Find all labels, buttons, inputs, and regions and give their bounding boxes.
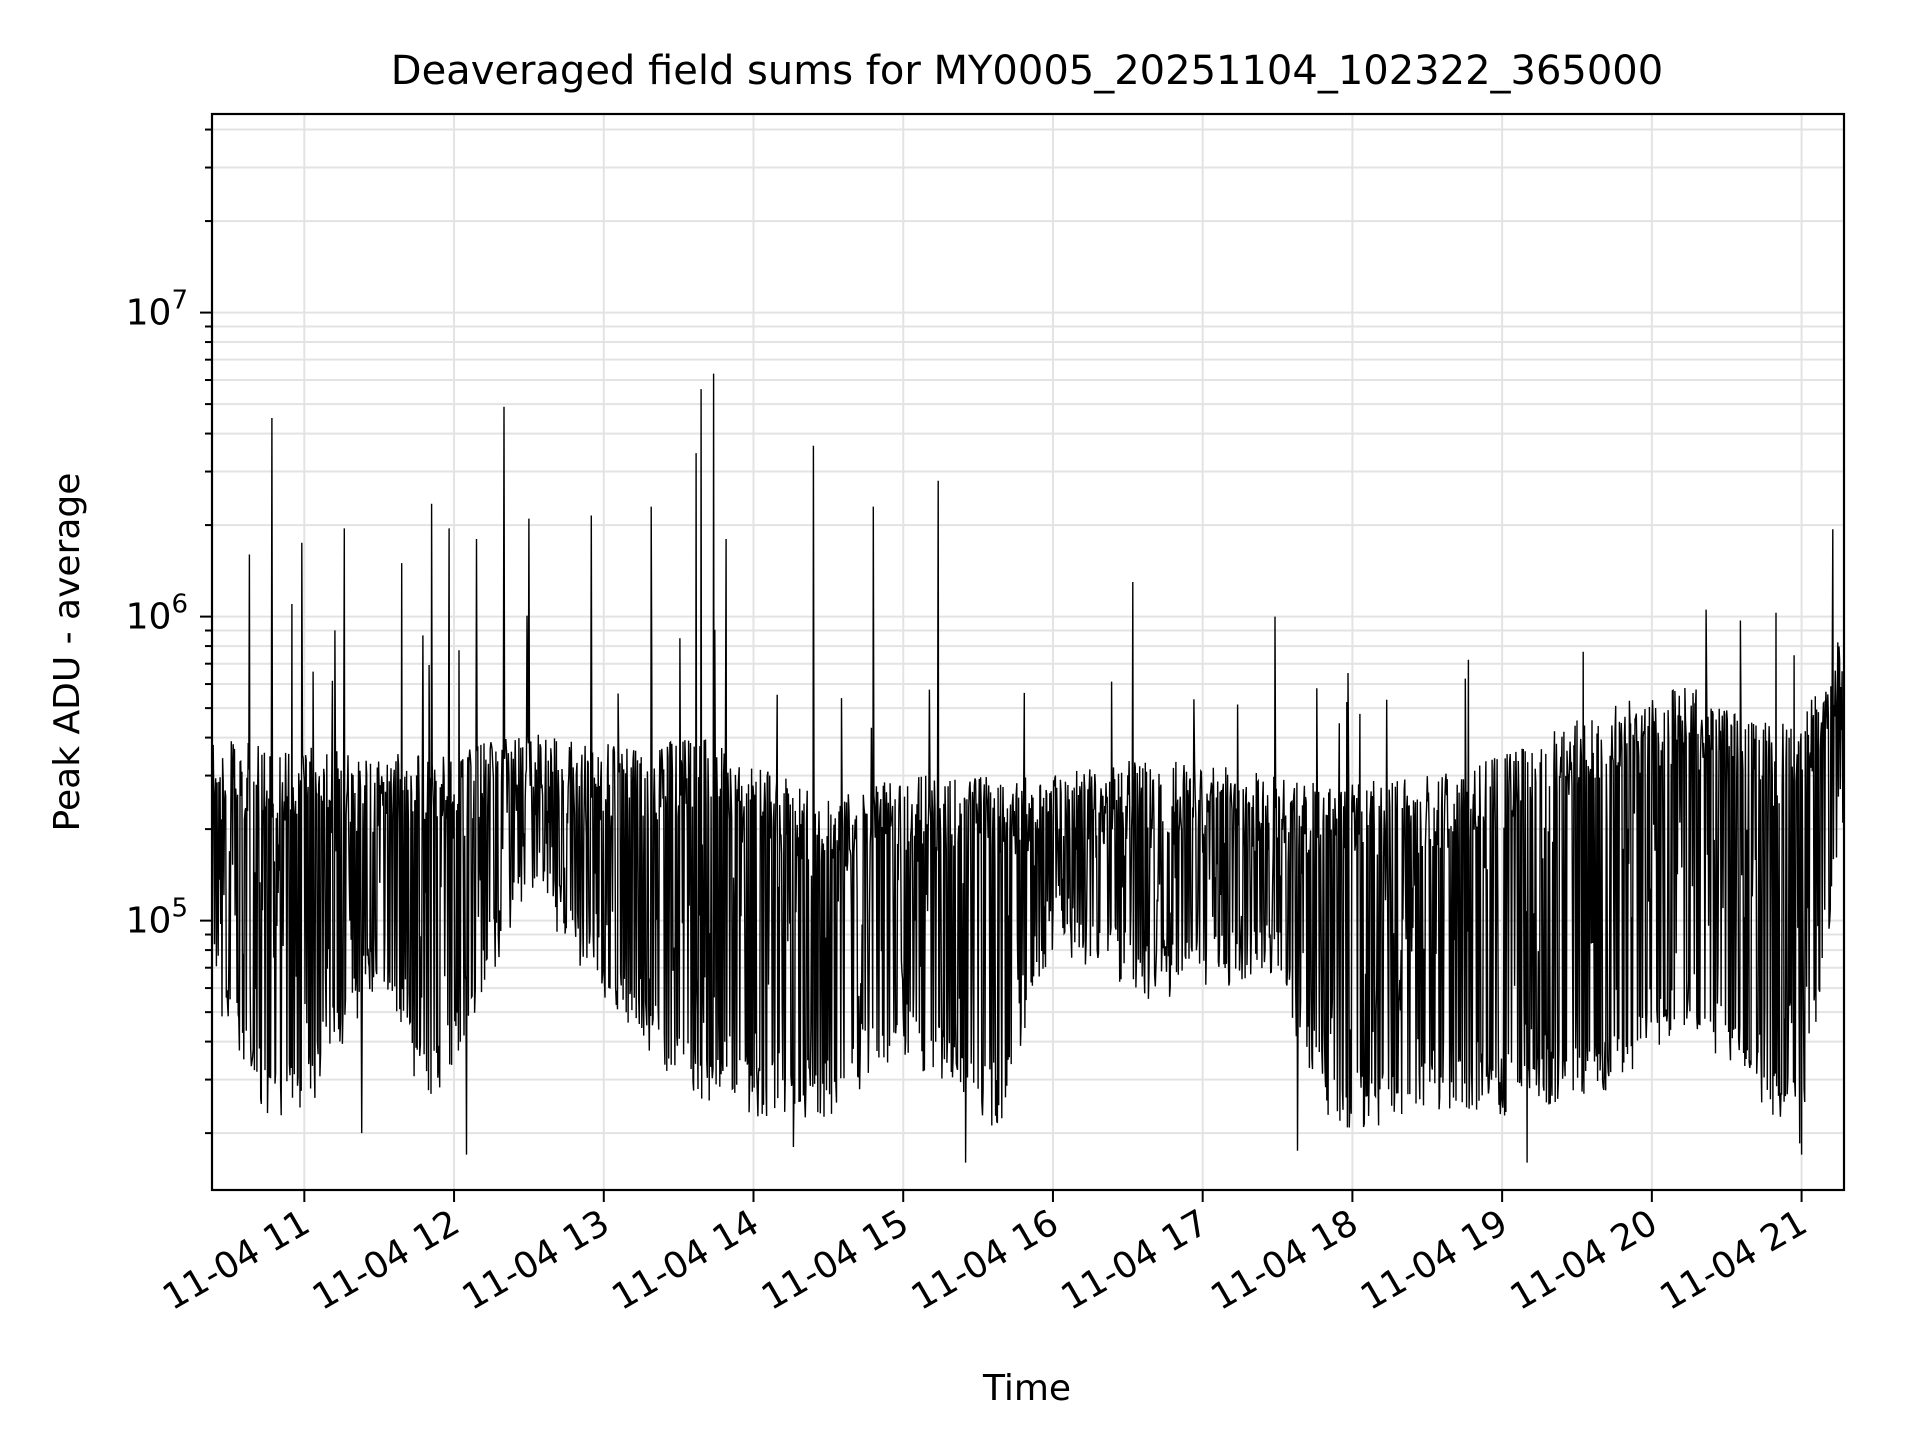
x-tick-label: 11-04 21 — [1653, 1202, 1814, 1318]
x-tick-label: 11-04 17 — [1055, 1202, 1216, 1318]
y-axis: 105 106 107 — [126, 128, 212, 1135]
x-tick-label: 11-04 16 — [905, 1202, 1066, 1318]
y-tick-label: 105 — [126, 894, 188, 942]
x-tick-label: 11-04 19 — [1354, 1202, 1515, 1318]
y-tick-label: 106 — [126, 590, 188, 638]
x-tick-label: 11-04 11 — [156, 1202, 317, 1318]
x-tick-label: 11-04 14 — [605, 1202, 766, 1318]
x-tick-label: 11-04 18 — [1204, 1202, 1365, 1318]
series-line — [211, 373, 1845, 1163]
axes-frame — [210, 112, 1846, 1192]
x-tick-label: 11-04 13 — [456, 1202, 617, 1318]
x-tick-label: 11-04 20 — [1504, 1202, 1665, 1318]
x-axis-label: Time — [982, 1368, 1071, 1409]
y-axis-label: Peak ADU - average — [47, 473, 88, 832]
x-tick-label: 11-04 12 — [306, 1202, 467, 1318]
chart-title: Deaveraged field sums for MY0005_2025110… — [391, 48, 1663, 94]
y-tick-label: 107 — [126, 286, 188, 334]
plot-area — [211, 373, 1845, 1163]
x-tick-label: 11-04 15 — [755, 1202, 916, 1318]
